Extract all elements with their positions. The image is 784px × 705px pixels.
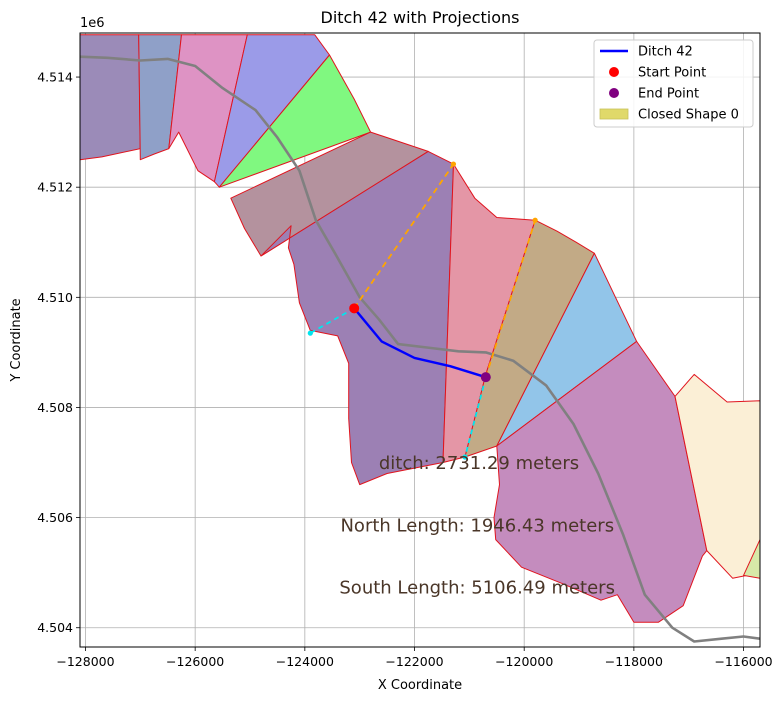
x-tick-label: −126000 bbox=[166, 654, 224, 669]
end-point-marker bbox=[480, 372, 491, 383]
legend-swatch-marker bbox=[609, 67, 619, 77]
x-tick-label: −120000 bbox=[495, 654, 553, 669]
legend-box bbox=[593, 39, 754, 128]
north-projection-endpoint bbox=[450, 161, 457, 167]
annotation-text: South Length: 5106.49 meters bbox=[339, 578, 615, 599]
x-tick-label: −116000 bbox=[714, 654, 772, 669]
legend-label: Start Point bbox=[638, 66, 706, 81]
chart-title: Ditch 42 with Projections bbox=[321, 8, 520, 27]
legend-label: Ditch 42 bbox=[638, 45, 693, 60]
polygon-zone-a bbox=[80, 34, 141, 161]
x-tick-label: −128000 bbox=[56, 654, 114, 669]
legend-label: Closed Shape 0 bbox=[638, 108, 739, 123]
axes-frame bbox=[79, 32, 761, 648]
south-projection-endpoint bbox=[307, 330, 313, 336]
x-tick-label: −118000 bbox=[605, 654, 663, 669]
south-projection-line-east bbox=[464, 376, 487, 458]
legend-label: End Point bbox=[638, 87, 699, 102]
y-tick-label: 4.512 bbox=[37, 180, 73, 195]
x-tick-label: −124000 bbox=[276, 654, 334, 669]
y-axis-offset: 1e6 bbox=[80, 16, 105, 31]
legend-swatch-patch bbox=[599, 108, 629, 120]
river-line bbox=[80, 55, 760, 643]
north-projection-line-east bbox=[484, 219, 537, 378]
plot-lines bbox=[80, 55, 760, 643]
annotation-text: ditch: 2731.29 meters bbox=[379, 453, 579, 474]
y-tick-label: 4.508 bbox=[37, 400, 73, 415]
start-point-marker bbox=[349, 303, 360, 314]
polygon-zone-g bbox=[260, 150, 454, 486]
x-tick-label: −122000 bbox=[385, 654, 443, 669]
north-projection-line bbox=[353, 163, 455, 309]
x-axis-ticks: −128000 −126000 −124000 −122000 −120000 −1180… bbox=[56, 647, 773, 669]
south-projection-endpoint-east bbox=[462, 454, 468, 460]
zone-polygons bbox=[80, 34, 760, 623]
y-axis-ticks: 4.504 4.506 4.508 4.510 4.512 4.514 bbox=[37, 70, 80, 635]
polygon-zone-f bbox=[230, 131, 429, 257]
annotation-text: North Length: 1946.43 meters bbox=[340, 515, 614, 536]
y-tick-label: 4.504 bbox=[37, 620, 73, 635]
y-tick-label: 4.506 bbox=[37, 510, 73, 525]
legend: Ditch 42 Start Point End Point Closed Shape… bbox=[593, 39, 754, 128]
x-axis-label: X Coordinate bbox=[378, 678, 462, 693]
polygon-zone-l bbox=[674, 373, 760, 579]
polygon-zone-m bbox=[743, 539, 760, 579]
annotations: ditch: 2731.29 meters North Length: 1946.… bbox=[339, 453, 615, 598]
legend-swatch-marker bbox=[609, 88, 619, 98]
y-axis-label: Y Coordinate bbox=[9, 298, 24, 382]
north-projection-endpoint-east bbox=[532, 217, 538, 223]
y-tick-label: 4.514 bbox=[37, 70, 73, 85]
y-tick-label: 4.510 bbox=[37, 290, 73, 305]
ditch-line bbox=[353, 307, 487, 379]
